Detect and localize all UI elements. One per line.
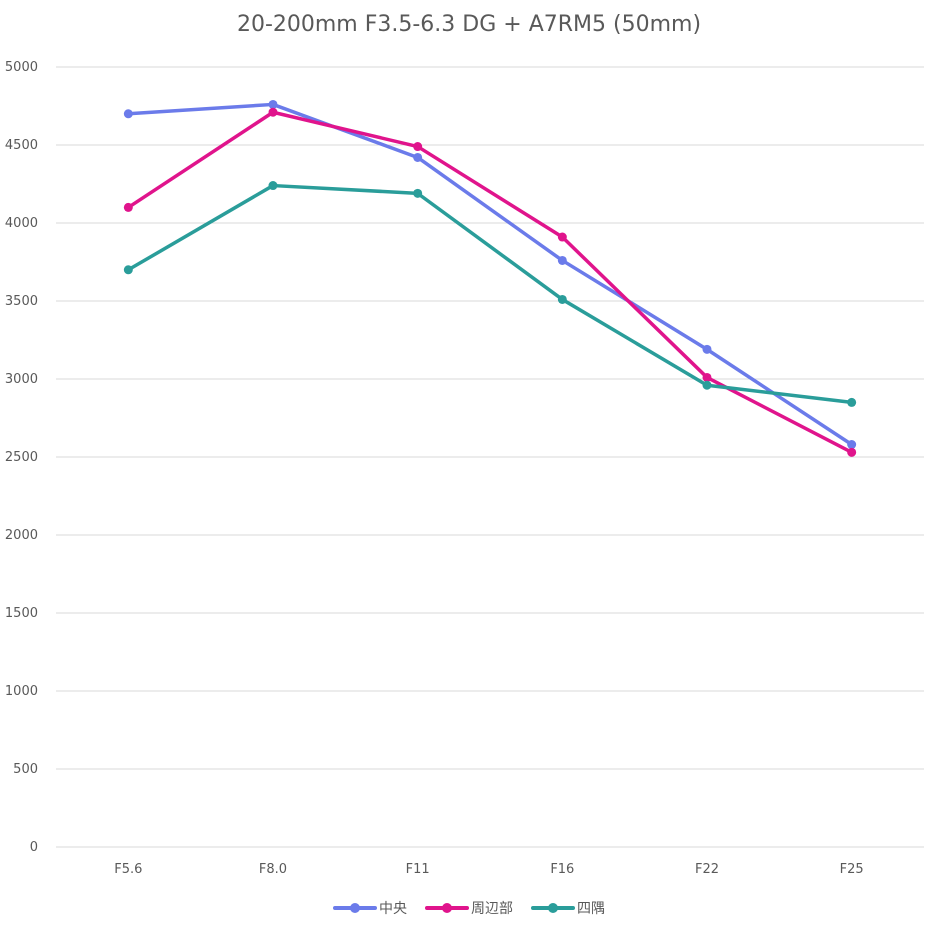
data-point bbox=[413, 152, 423, 162]
data-point bbox=[702, 372, 712, 382]
data-point bbox=[123, 109, 133, 119]
data-point bbox=[123, 202, 133, 212]
legend-swatch bbox=[531, 902, 575, 914]
legend-item: 周辺部 bbox=[425, 898, 513, 918]
y-tick-label: 1000 bbox=[5, 684, 38, 699]
legend-label: 四隅 bbox=[577, 901, 605, 917]
legend-label: 中央 bbox=[379, 901, 407, 917]
data-point bbox=[847, 440, 857, 450]
data-point bbox=[557, 294, 567, 304]
legend-swatch bbox=[425, 902, 469, 914]
series-lines bbox=[123, 99, 857, 457]
x-tick-label: F8.0 bbox=[259, 862, 287, 877]
data-point bbox=[268, 107, 278, 117]
series-0 bbox=[123, 99, 857, 450]
data-point bbox=[847, 447, 857, 457]
y-tick-label: 0 bbox=[30, 840, 38, 855]
y-axis-ticks: 0 500 1000 1500 2000 2500 3000 3500 4000 4500 5000 bbox=[5, 60, 38, 855]
series-line bbox=[126, 110, 854, 455]
data-point bbox=[847, 397, 857, 407]
y-tick-label: 4500 bbox=[5, 138, 38, 153]
chart-plot: 0 500 1000 1500 2000 2500 3000 3500 4000 4500 5000… bbox=[5, 60, 924, 877]
x-tick-label: F22 bbox=[695, 862, 719, 877]
y-tick-label: 2000 bbox=[5, 528, 38, 543]
legend-item: 中央 bbox=[333, 898, 407, 918]
legend-label: 周辺部 bbox=[471, 901, 513, 917]
series-line bbox=[126, 102, 854, 447]
x-tick-label: F25 bbox=[840, 862, 864, 877]
chart-title: 20-200mm F3.5-6.3 DG + A7RM5 (50mm) bbox=[236, 12, 702, 37]
series-1 bbox=[123, 107, 857, 457]
data-point bbox=[268, 181, 278, 191]
data-point bbox=[413, 188, 423, 198]
data-point bbox=[702, 380, 712, 390]
y-tick-label: 500 bbox=[13, 762, 38, 777]
y-tick-label: 3500 bbox=[5, 294, 38, 309]
data-point bbox=[557, 255, 567, 265]
series-line bbox=[126, 183, 854, 405]
x-axis-ticks: F5.6 F8.0 F11 F16 F22 F25 bbox=[114, 862, 863, 877]
data-point bbox=[123, 265, 133, 275]
y-tick-label: 3000 bbox=[5, 372, 38, 387]
x-tick-label: F16 bbox=[550, 862, 574, 877]
data-point bbox=[268, 99, 278, 109]
data-point bbox=[702, 344, 712, 354]
y-tick-label: 2500 bbox=[5, 450, 38, 465]
data-point bbox=[413, 142, 423, 152]
y-tick-label: 1500 bbox=[5, 606, 38, 621]
legend-swatch bbox=[333, 902, 377, 914]
gridlines bbox=[56, 66, 924, 848]
x-tick-label: F11 bbox=[406, 862, 430, 877]
y-tick-label: 5000 bbox=[5, 60, 38, 75]
legend: 中央 周辺部 四隅 bbox=[0, 898, 938, 918]
series-2 bbox=[123, 181, 857, 407]
data-point bbox=[557, 232, 567, 242]
y-tick-label: 4000 bbox=[5, 216, 38, 231]
x-tick-label: F5.6 bbox=[114, 862, 142, 877]
legend-item: 四隅 bbox=[531, 898, 605, 918]
